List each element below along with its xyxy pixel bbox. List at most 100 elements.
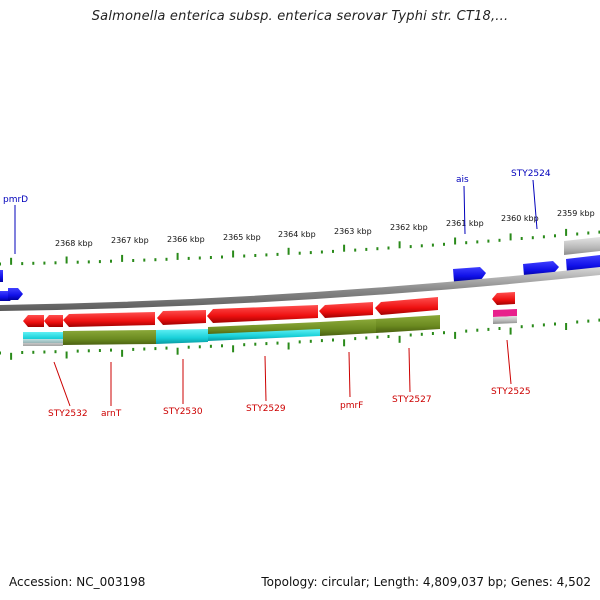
minor-tick <box>298 340 301 344</box>
minor-tick <box>409 333 412 337</box>
label-leader-line <box>53 361 71 407</box>
minor-tick <box>198 345 201 349</box>
forward-gene-arrow[interactable] <box>8 288 23 300</box>
minor-tick <box>531 324 534 328</box>
minor-tick <box>154 258 157 262</box>
gene-label-sty2527[interactable]: STY2527 <box>392 395 432 405</box>
accession-text: Accession: NC_003198 <box>9 575 146 589</box>
major-tick <box>232 345 235 353</box>
olive-feature-block <box>63 330 156 345</box>
kbp-label: 2363 kbp <box>334 227 372 236</box>
minor-tick <box>76 260 79 264</box>
major-tick <box>176 347 179 355</box>
gene-label-arnt[interactable]: arnT <box>101 409 122 419</box>
major-tick <box>343 339 346 347</box>
minor-tick <box>465 241 468 245</box>
minor-tick <box>143 347 146 351</box>
forward-gene-labels: pmrD ais STY2524 <box>3 169 551 254</box>
kbp-label: 2368 kbp <box>55 239 93 248</box>
gray-feature-block <box>23 339 63 346</box>
reverse-gene-arrow[interactable] <box>375 297 438 315</box>
minor-tick <box>587 231 590 235</box>
minor-tick <box>598 318 600 322</box>
major-tick <box>398 241 401 249</box>
reverse-gene-arrow[interactable] <box>44 315 63 327</box>
reverse-gene-arrow[interactable] <box>319 302 373 318</box>
minor-tick <box>476 240 479 244</box>
minor-tick <box>465 329 468 333</box>
reverse-gene-arrow[interactable] <box>63 312 155 327</box>
outer-tick-track <box>0 228 600 266</box>
gene-label-ais[interactable]: ais <box>456 175 469 185</box>
minor-tick <box>520 237 523 240</box>
minor-tick <box>576 320 579 324</box>
major-tick <box>287 342 290 350</box>
minor-tick <box>254 342 257 346</box>
minor-tick <box>87 260 90 264</box>
reverse-gene-arrow[interactable] <box>207 305 318 323</box>
minor-tick <box>598 230 600 234</box>
gene-label-sty2530[interactable]: STY2530 <box>163 407 203 417</box>
reverse-strand-genes <box>23 292 515 327</box>
minor-tick <box>165 346 168 350</box>
minor-tick <box>132 347 135 351</box>
minor-tick <box>187 256 190 260</box>
major-tick <box>509 327 512 335</box>
minor-tick <box>298 251 301 255</box>
forward-gene-arrow[interactable] <box>453 267 486 282</box>
label-leader-line <box>408 347 411 393</box>
label-leader-line <box>348 351 351 398</box>
minor-tick <box>54 261 57 265</box>
minor-tick <box>332 249 334 253</box>
cyan-feature-block <box>208 329 320 341</box>
minor-tick <box>487 239 490 243</box>
minor-tick <box>320 339 323 343</box>
minor-tick <box>165 257 168 261</box>
gene-label-pmrf[interactable]: pmrF <box>340 401 363 411</box>
minor-tick <box>420 244 423 248</box>
cyan-feature-block <box>156 329 208 344</box>
forward-gene-arrow[interactable] <box>0 270 3 282</box>
reverse-gene-arrow[interactable] <box>492 292 515 305</box>
minor-tick <box>542 235 545 239</box>
minor-tick <box>198 256 201 260</box>
inner-tick-track <box>0 318 600 360</box>
gene-label-sty2529[interactable]: STY2529 <box>246 404 286 414</box>
major-tick <box>65 256 68 264</box>
reverse-gene-arrow[interactable] <box>157 310 206 325</box>
gene-label-sty2532[interactable]: STY2532 <box>48 409 88 419</box>
minor-tick <box>443 331 445 335</box>
minor-tick <box>431 332 434 335</box>
minor-tick <box>554 322 556 326</box>
minor-tick <box>587 319 590 323</box>
minor-tick <box>265 253 268 257</box>
minor-tick <box>76 349 79 353</box>
reverse-gene-arrow[interactable] <box>23 315 44 327</box>
minor-tick <box>520 325 523 329</box>
minor-tick <box>54 350 57 354</box>
major-tick <box>232 250 235 258</box>
minor-tick <box>87 349 90 353</box>
topology-summary: Topology: circular; Length: 4,809,037 bp… <box>261 575 591 589</box>
minor-tick <box>110 348 112 352</box>
olive-feature-block <box>208 322 320 335</box>
minor-tick <box>276 341 279 345</box>
minor-tick <box>21 351 24 354</box>
minor-tick <box>443 242 445 246</box>
minor-tick <box>0 262 1 266</box>
minor-tick <box>187 345 190 349</box>
minor-tick <box>498 327 501 330</box>
minor-tick <box>243 254 246 258</box>
gene-label-sty2524[interactable]: STY2524 <box>511 169 551 179</box>
gene-label-sty2525[interactable]: STY2525 <box>491 387 531 397</box>
minor-tick <box>254 254 257 257</box>
major-tick <box>398 335 401 343</box>
minor-tick <box>531 236 534 240</box>
minor-tick <box>21 262 24 266</box>
olive-feature-block <box>320 319 376 336</box>
forward-gene-arrow[interactable] <box>523 261 559 276</box>
major-tick <box>509 233 512 241</box>
minor-tick <box>43 261 46 265</box>
gene-label-pmrD[interactable]: pmrD <box>3 195 28 205</box>
minor-tick <box>209 256 212 259</box>
